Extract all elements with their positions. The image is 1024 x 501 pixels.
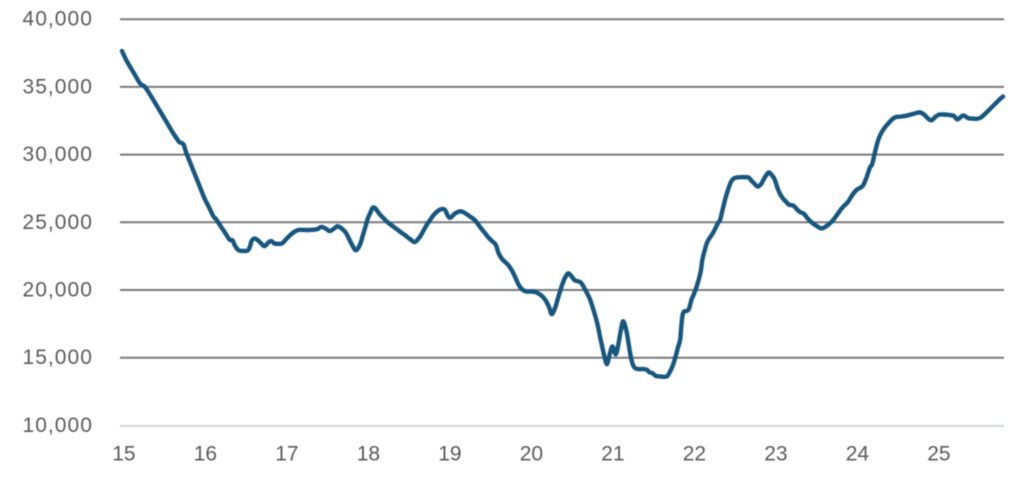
svg-text:15: 15 [112,443,135,466]
svg-text:24: 24 [846,443,870,466]
svg-text:21: 21 [601,443,624,466]
svg-text:22: 22 [683,443,706,466]
svg-text:25: 25 [927,443,950,466]
svg-text:40,000: 40,000 [22,8,93,31]
svg-text:20: 20 [520,443,543,466]
svg-text:30,000: 30,000 [22,143,93,166]
svg-text:17: 17 [275,443,298,466]
svg-text:19: 19 [438,443,461,466]
svg-text:20,000: 20,000 [22,279,93,302]
svg-text:15,000: 15,000 [22,346,93,369]
svg-text:10,000: 10,000 [22,414,93,437]
svg-text:25,000: 25,000 [22,211,93,234]
svg-text:35,000: 35,000 [22,75,93,98]
svg-text:23: 23 [764,443,787,466]
svg-text:16: 16 [194,443,217,466]
svg-text:18: 18 [357,443,380,466]
